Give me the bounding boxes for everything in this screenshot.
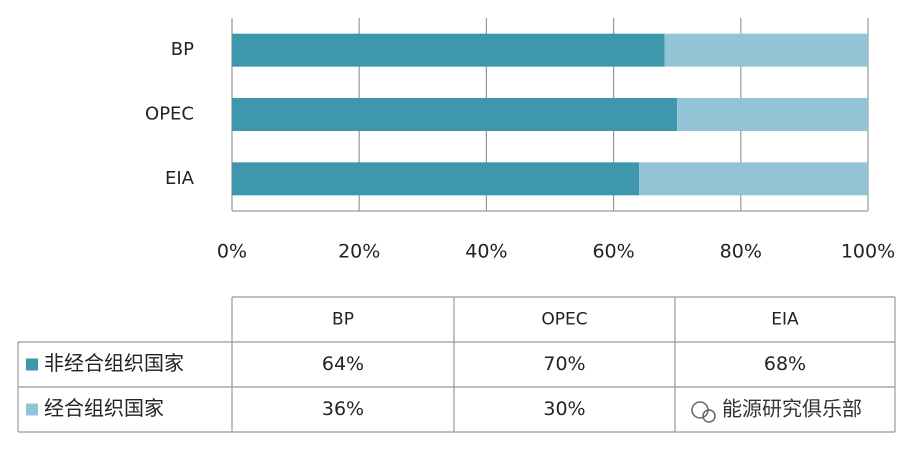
table-cell: 68% — [764, 353, 806, 375]
bar-segment — [639, 162, 868, 196]
table-header: EIA — [771, 310, 799, 330]
x-tick-label: 0% — [217, 241, 247, 263]
legend-label: 非经合组织国家 — [44, 351, 184, 375]
legend-label: 经合组织国家 — [44, 396, 164, 420]
x-tick-label: 100% — [841, 241, 895, 263]
x-tick-label: 60% — [592, 241, 634, 263]
watermark: 能源研究俱乐部 — [691, 397, 862, 423]
x-tick-label: 80% — [720, 241, 762, 263]
table-header: OPEC — [541, 310, 587, 330]
table-header: BP — [332, 310, 354, 330]
bar-segment — [677, 98, 868, 131]
table-cell: 36% — [322, 398, 364, 420]
x-tick-label: 40% — [465, 241, 507, 263]
watermark-text: 能源研究俱乐部 — [722, 397, 862, 421]
table-cell: 70% — [543, 353, 585, 375]
y-tick-label: BP — [171, 39, 194, 60]
legend-key — [26, 403, 38, 416]
y-tick-label: OPEC — [145, 104, 194, 125]
x-tick-label: 20% — [338, 241, 380, 263]
table-cell: 30% — [543, 398, 585, 420]
bar-segment — [664, 33, 868, 67]
bar-segment — [232, 162, 640, 196]
table-cell: 64% — [322, 353, 364, 375]
bar-segment — [232, 98, 678, 131]
y-tick-label: EIA — [165, 168, 195, 189]
legend-key — [26, 358, 38, 371]
bar-segment — [232, 33, 665, 67]
